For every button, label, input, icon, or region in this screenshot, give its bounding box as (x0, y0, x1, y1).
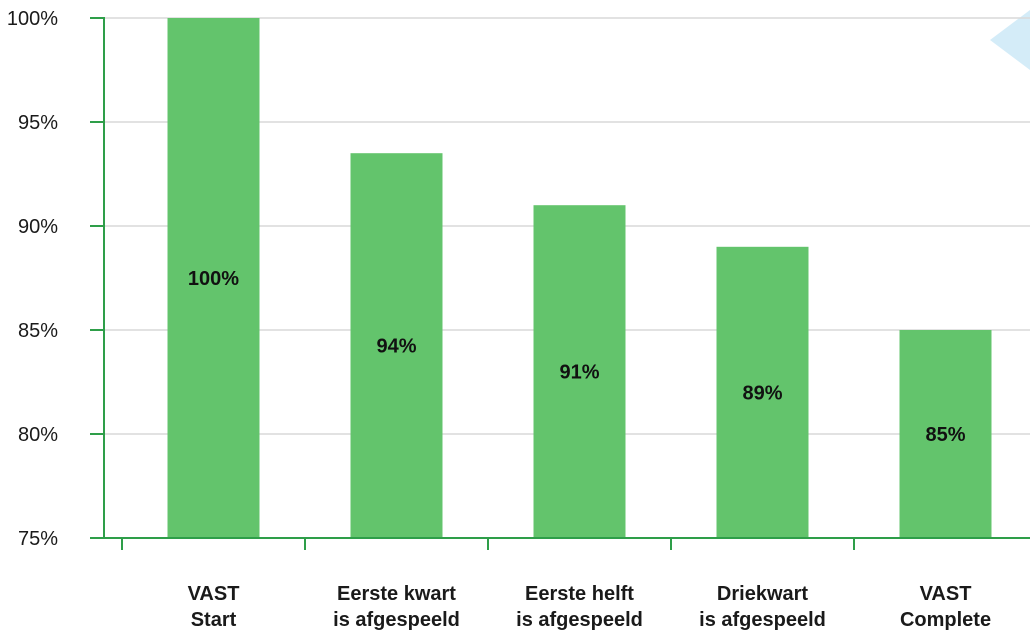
y-tick-label: 100% (7, 8, 58, 30)
bar (716, 246, 809, 539)
x-tick-label: Complete (900, 609, 991, 631)
y-tick-label: 95% (18, 112, 58, 134)
axes (90, 17, 1030, 550)
bar (350, 153, 443, 538)
y-tick-label: 75% (18, 528, 58, 550)
x-tick-label: Driekwart (717, 583, 808, 605)
bar-value-label: 89% (742, 382, 782, 404)
labels: 75% 80% 85% 90% 95% 100% 100% 94% 91% 89% 85% VAST S… (7, 8, 991, 631)
bar-value-label: 91% (559, 362, 599, 384)
bar (167, 18, 260, 538)
x-tick-label: Start (191, 609, 237, 631)
y-tick-label: 85% (18, 320, 58, 342)
x-tick-label: is afgespeeld (516, 609, 643, 631)
bar-value-label: 85% (925, 424, 965, 446)
x-tick-label: VAST (188, 583, 240, 605)
x-tick-label: VAST (920, 583, 972, 605)
x-tick-label: is afgespeeld (699, 609, 826, 631)
bars (167, 18, 992, 539)
bar-value-label: 94% (376, 336, 416, 358)
x-tick-label: is afgespeeld (333, 609, 460, 631)
x-tick-label: Eerste kwart (337, 583, 456, 605)
y-tick-label: 80% (18, 424, 58, 446)
bar (533, 205, 626, 538)
x-tick-label: Eerste helft (525, 583, 634, 605)
y-tick-label: 90% (18, 216, 58, 238)
bar (899, 330, 992, 538)
bar-value-label: 100% (188, 268, 239, 290)
decorative-corner-shape (990, 10, 1030, 70)
